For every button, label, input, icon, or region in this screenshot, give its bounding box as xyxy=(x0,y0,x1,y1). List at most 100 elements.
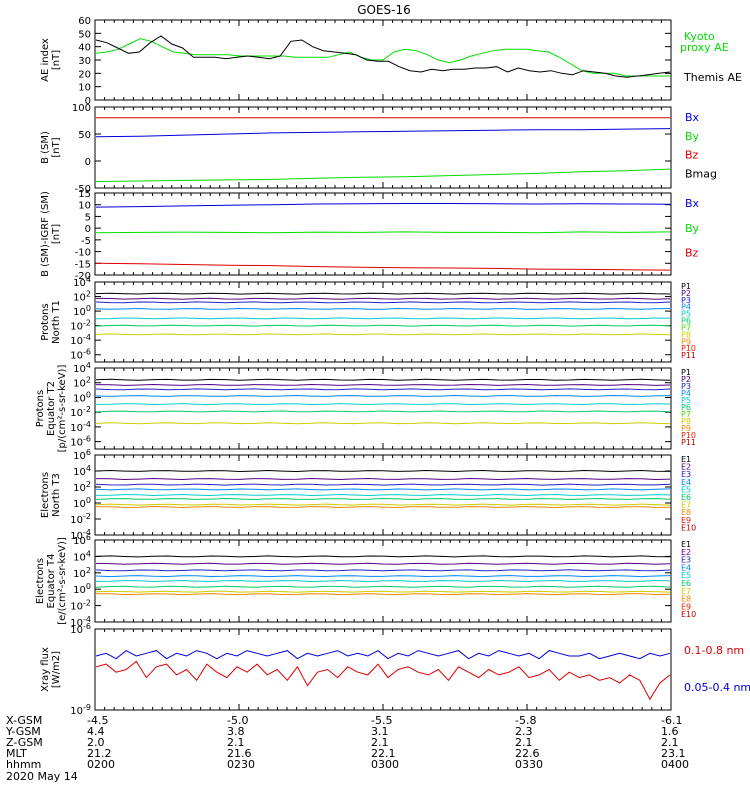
x-axis-value: 0400 xyxy=(661,758,689,771)
series-line-by xyxy=(95,168,671,182)
y-tick-label: 106 xyxy=(73,448,91,462)
panel-frame xyxy=(94,628,672,711)
y-tick-label: 10-4 xyxy=(70,420,91,434)
y-tick-label: 100 xyxy=(73,582,91,596)
channel-line-5 xyxy=(95,579,671,583)
x-axis-value: 4.4 xyxy=(87,725,105,738)
series-line-kyoto-proxy-ae xyxy=(95,38,670,77)
y-axis-label: B (SM) xyxy=(40,131,51,164)
y-tick-label: 0 xyxy=(85,157,91,168)
legend-label-channel: P7 xyxy=(681,410,691,419)
series-line-bx xyxy=(95,128,671,138)
y-axis-label: Xray flux xyxy=(40,647,51,692)
y-axis-label: Electrons xyxy=(35,558,46,604)
plot-title: GOES-16 xyxy=(357,3,411,17)
channel-line-4 xyxy=(95,394,671,397)
legend-label-channel: P3 xyxy=(681,382,691,391)
y-tick-label: 10-6 xyxy=(70,622,91,636)
legend-label: By xyxy=(685,222,700,235)
series-line-bx xyxy=(95,203,671,208)
legend-label: Bz xyxy=(685,247,699,260)
channel-line-7 xyxy=(95,503,671,506)
legend-label-xray: 0.1-0.8 nm xyxy=(684,644,744,657)
y-tick-label: 10-2 xyxy=(70,599,91,613)
legend-label-channel: E9 xyxy=(681,516,691,525)
y-axis-label: North T1 xyxy=(51,300,62,344)
x-axis-value: 2.1 xyxy=(515,736,533,749)
legend-label-channel: P11 xyxy=(681,438,696,447)
x-axis-value: 2.0 xyxy=(87,736,105,749)
channel-line-2 xyxy=(95,562,671,565)
channel-line-1 xyxy=(95,469,671,473)
y-tick-label: 106 xyxy=(73,533,91,547)
legend-label-channel: P7 xyxy=(681,323,691,332)
series-line-bz xyxy=(95,262,671,271)
legend-label: Bx xyxy=(685,197,700,210)
y-tick-label: 10-6 xyxy=(70,348,91,362)
y-axis-label: [e/(cm²-s-sr-keV)] xyxy=(57,537,68,625)
legend-label-channel: E4 xyxy=(681,478,691,487)
legend-label-channel: E2 xyxy=(681,548,691,557)
x-axis-value: 0300 xyxy=(371,758,399,771)
panel-8: 10-9 10-6 Xray flux [W/m2] 0.1-0.8 nm 0.05-0.… xyxy=(40,622,750,717)
y-tick-label: 100 xyxy=(73,390,91,404)
x-axis-value: 2.1 xyxy=(371,736,389,749)
channel-line-1 xyxy=(95,378,671,381)
y-tick-label: 104 xyxy=(73,361,91,375)
x-axis-value: 0200 xyxy=(87,758,115,771)
legend-label: Bx xyxy=(685,111,700,124)
y-axis-label: B (SM)-IGRF (SM) xyxy=(40,191,51,277)
y-tick-label: 102 xyxy=(73,566,91,580)
y-axis-label: Protons xyxy=(35,390,46,427)
panel-frame xyxy=(94,106,672,189)
y-axis-label: [nT] xyxy=(51,50,62,70)
y-axis-label: [p/(cm²-s-sr-keV)] xyxy=(57,365,68,453)
y-axis-label: [nT] xyxy=(51,137,62,157)
y-tick-label: 10-2 xyxy=(70,512,91,526)
plot-date: 2020 May 14 xyxy=(6,770,78,783)
legend-label-channel: E8 xyxy=(681,595,691,604)
legend-label-channel: P9 xyxy=(681,424,691,433)
legend-label-channel: P5 xyxy=(681,310,691,319)
x-axis-value: 2.1 xyxy=(661,736,679,749)
legend-label-channel: P1 xyxy=(681,368,691,377)
legend-label-channel: P2 xyxy=(681,375,691,384)
y-tick-label: 10-6 xyxy=(70,435,91,449)
legend-label-channel: E7 xyxy=(681,501,691,510)
x-axis-row-label: hhmm xyxy=(6,758,41,771)
legend-label-channel: E2 xyxy=(681,463,691,472)
legend-label-channel: E5 xyxy=(681,571,691,580)
legend-label-channel: E5 xyxy=(681,485,691,494)
x-axis-value: 22.1 xyxy=(371,747,396,760)
x-axis-value: 3.1 xyxy=(371,725,389,738)
legend-label-xray: 0.05-0.4 nm xyxy=(684,681,750,694)
legend-label-channel: E4 xyxy=(681,563,691,572)
channel-line-3 xyxy=(95,301,671,304)
channel-line-1 xyxy=(95,292,671,295)
panel-frame xyxy=(94,192,672,276)
x-axis-value: 0330 xyxy=(515,758,543,771)
x-axis-row-label: X-GSM xyxy=(6,714,42,727)
legend-label-channel: E10 xyxy=(681,610,696,619)
legend-label-channel: P5 xyxy=(681,396,691,405)
x-axis-value: 2.3 xyxy=(515,725,533,738)
x-axis-value: -5.8 xyxy=(515,714,536,727)
y-tick-label: 100 xyxy=(72,103,91,114)
y-tick-label: -15 xyxy=(75,259,91,270)
x-axis-value: 21.2 xyxy=(87,747,112,760)
channel-line-4 xyxy=(95,575,671,578)
y-tick-label: -20 xyxy=(75,271,91,282)
legend-label-channel: P11 xyxy=(681,351,696,360)
y-tick-label: 5 xyxy=(85,212,91,223)
legend-label: Bz xyxy=(685,149,699,162)
y-tick-label: 40 xyxy=(78,43,91,54)
x-axis-value: -6.1 xyxy=(661,714,682,727)
y-axis-label: [W/m2] xyxy=(51,651,62,688)
channel-line-3 xyxy=(95,483,671,486)
x-axis-value: 3.8 xyxy=(227,725,245,738)
